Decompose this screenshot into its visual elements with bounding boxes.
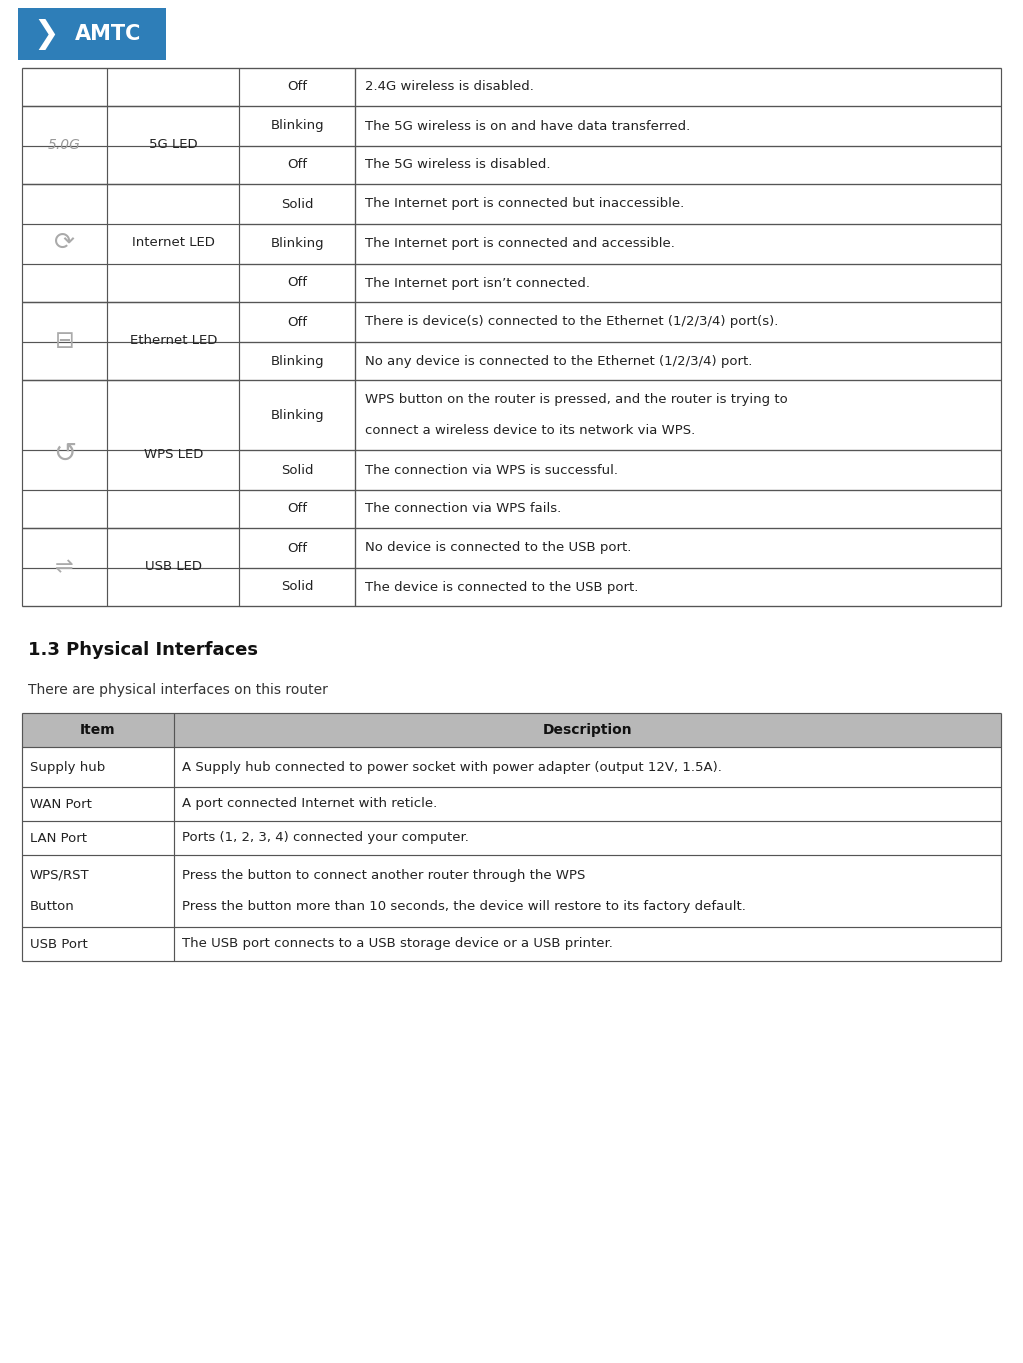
Text: Off: Off (287, 315, 307, 328)
Text: The USB port connects to a USB storage device or a USB printer.: The USB port connects to a USB storage d… (182, 938, 613, 950)
Text: Solid: Solid (281, 463, 313, 477)
Text: Blinking: Blinking (270, 120, 324, 132)
Text: There are physical interfaces on this router: There are physical interfaces on this ro… (28, 683, 328, 696)
Text: Supply hub: Supply hub (30, 761, 105, 773)
Text: A port connected Internet with reticle.: A port connected Internet with reticle. (182, 797, 437, 811)
Text: WPS LED: WPS LED (143, 447, 203, 461)
Text: USB LED: USB LED (145, 560, 202, 574)
Text: Press the button to connect another router through the WPS: Press the button to connect another rout… (182, 868, 585, 882)
Text: Off: Off (287, 80, 307, 94)
Text: The Internet port is connected and accessible.: The Internet port is connected and acces… (365, 237, 675, 251)
Bar (23, 68, 1000, 607)
Text: AMTC: AMTC (75, 25, 141, 44)
Text: Item: Item (80, 722, 116, 737)
Text: The 5G wireless is on and have data transferred.: The 5G wireless is on and have data tran… (365, 120, 691, 132)
Text: The 5G wireless is disabled.: The 5G wireless is disabled. (365, 158, 550, 172)
Text: Off: Off (287, 277, 307, 289)
Text: Ports (1, 2, 3, 4) connected your computer.: Ports (1, 2, 3, 4) connected your comput… (182, 831, 469, 845)
Text: ⇌: ⇌ (55, 557, 74, 577)
Text: connect a wireless device to its network via WPS.: connect a wireless device to its network… (365, 424, 695, 438)
Text: The device is connected to the USB port.: The device is connected to the USB port. (365, 581, 638, 593)
Text: Internet LED: Internet LED (132, 237, 215, 249)
Text: Ethernet LED: Ethernet LED (130, 334, 217, 348)
Text: 5.0G: 5.0G (48, 138, 81, 153)
Text: Blinking: Blinking (270, 354, 324, 368)
Text: Off: Off (287, 541, 307, 555)
Text: The connection via WPS fails.: The connection via WPS fails. (365, 503, 561, 515)
Text: LAN Port: LAN Port (30, 831, 87, 845)
Text: 5G LED: 5G LED (149, 139, 197, 151)
Text: Blinking: Blinking (270, 409, 324, 421)
Text: There is device(s) connected to the Ethernet (1/2/3/4) port(s).: There is device(s) connected to the Ethe… (365, 315, 779, 328)
Text: 1.3 Physical Interfaces: 1.3 Physical Interfaces (28, 641, 258, 658)
Text: ⊟: ⊟ (54, 328, 75, 353)
Text: Solid: Solid (281, 581, 313, 593)
Text: Solid: Solid (281, 198, 313, 210)
Bar (23, 713, 1000, 747)
Text: Button: Button (30, 901, 75, 913)
Text: Off: Off (287, 158, 307, 172)
Text: USB Port: USB Port (30, 938, 88, 950)
Text: WPS button on the router is pressed, and the router is trying to: WPS button on the router is pressed, and… (365, 393, 788, 406)
Text: Blinking: Blinking (270, 237, 324, 251)
Bar (18, 8, 166, 60)
Text: No device is connected to the USB port.: No device is connected to the USB port. (365, 541, 631, 555)
Text: A Supply hub connected to power socket with power adapter (output 12V, 1.5A).: A Supply hub connected to power socket w… (182, 761, 721, 773)
Text: No any device is connected to the Ethernet (1/2/3/4) port.: No any device is connected to the Ethern… (365, 354, 752, 368)
Text: The Internet port is connected but inaccessible.: The Internet port is connected but inacc… (365, 198, 684, 210)
Bar (23, 713, 1000, 961)
Text: ⟳: ⟳ (54, 230, 75, 255)
Text: The connection via WPS is successful.: The connection via WPS is successful. (365, 463, 618, 477)
Text: ❯: ❯ (34, 19, 58, 49)
Text: Description: Description (542, 722, 632, 737)
Text: ↺: ↺ (53, 440, 76, 468)
Text: Off: Off (287, 503, 307, 515)
Text: WAN Port: WAN Port (30, 797, 92, 811)
Text: WPS/RST: WPS/RST (30, 868, 90, 882)
Text: The Internet port isn’t connected.: The Internet port isn’t connected. (365, 277, 590, 289)
Text: 2.4G wireless is disabled.: 2.4G wireless is disabled. (365, 80, 534, 94)
Text: Press the button more than 10 seconds, the device will restore to its factory de: Press the button more than 10 seconds, t… (182, 901, 746, 913)
